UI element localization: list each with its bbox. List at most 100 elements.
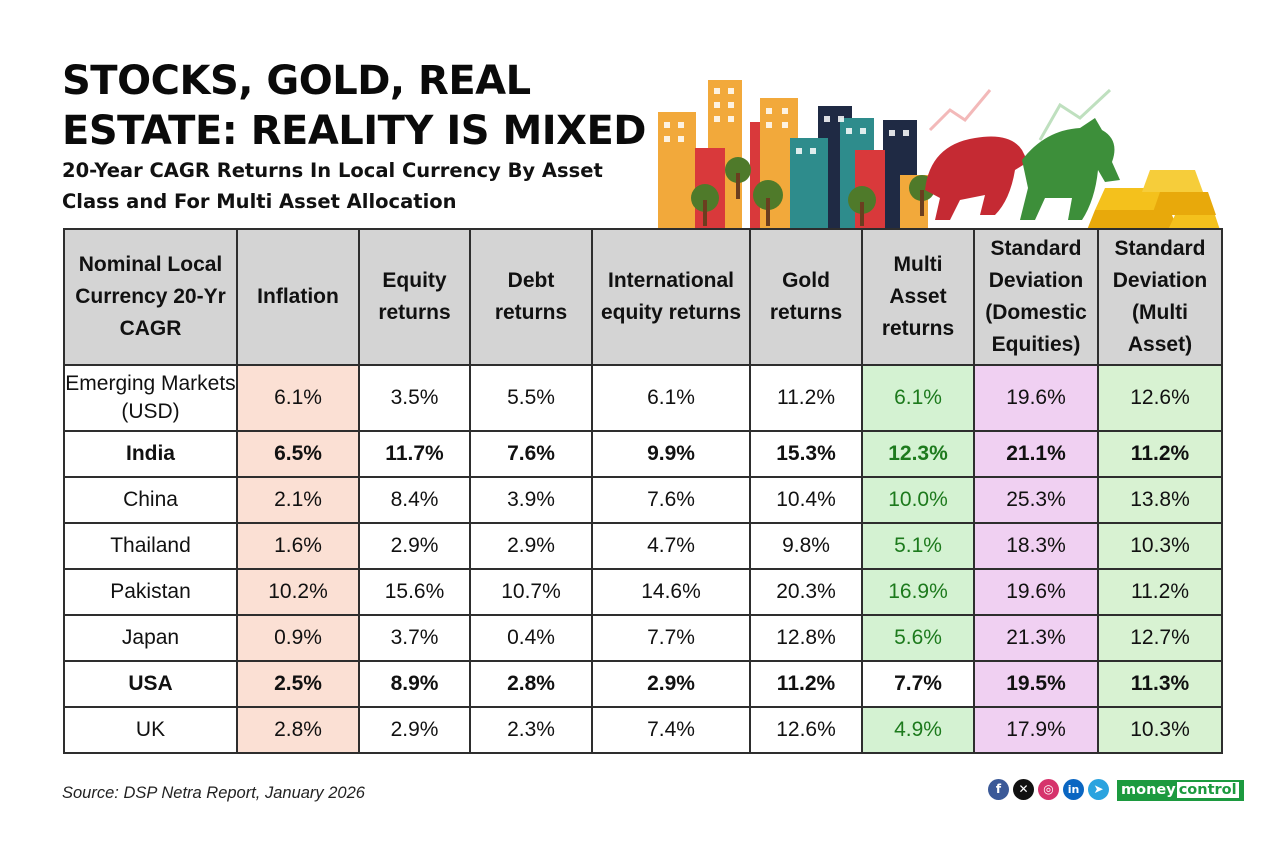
- cell-country: Emerging Markets (USD): [63, 364, 238, 432]
- cell-equity: 8.9%: [358, 660, 471, 708]
- cell-debt: 3.9%: [469, 476, 593, 524]
- cell-gold: 9.8%: [749, 522, 863, 570]
- cell-sd-domestic: 19.5%: [973, 660, 1099, 708]
- city-bull-bear-illustration: [658, 80, 1220, 230]
- cell-gold: 20.3%: [749, 568, 863, 616]
- cell-multi-asset: 5.6%: [861, 614, 975, 662]
- cell-sd-domestic: 21.1%: [973, 430, 1099, 478]
- col-header-multi-asset: Multi Asset returns: [861, 228, 975, 366]
- table-body: Emerging Markets (USD) 6.1% 3.5% 5.5% 6.1% 11…: [63, 364, 1223, 754]
- cell-debt: 2.8%: [469, 660, 593, 708]
- table-row: UK 2.8% 2.9% 2.3% 7.4% 12.6% 4.9% 17.9% 10.3%: [63, 706, 1223, 754]
- cell-intl-equity: 7.6%: [591, 476, 751, 524]
- cell-multi-asset: 7.7%: [861, 660, 975, 708]
- cell-sd-domestic: 17.9%: [973, 706, 1099, 754]
- cell-debt: 5.5%: [469, 364, 593, 432]
- cell-inflation: 6.1%: [236, 364, 360, 432]
- col-header-inflation: Inflation: [236, 228, 360, 366]
- table-row: Pakistan 10.2% 15.6% 10.7% 14.6% 20.3% 16.9% 19…: [63, 568, 1223, 616]
- cell-country: UK: [63, 706, 238, 754]
- cell-country: USA: [63, 660, 238, 708]
- cell-gold: 12.8%: [749, 614, 863, 662]
- facebook-icon[interactable]: f: [988, 779, 1009, 800]
- cell-multi-asset: 10.0%: [861, 476, 975, 524]
- cell-sd-domestic: 21.3%: [973, 614, 1099, 662]
- cell-country: India: [63, 430, 238, 478]
- cell-intl-equity: 4.7%: [591, 522, 751, 570]
- trend-arrows: [928, 88, 1112, 141]
- table-row: Emerging Markets (USD) 6.1% 3.5% 5.5% 6.1% 11…: [63, 364, 1223, 432]
- moneycontrol-logo: money control: [1117, 780, 1244, 801]
- returns-table: Nominal Local Currency 20-Yr CAGR Inflat…: [63, 228, 1223, 754]
- cell-intl-equity: 7.7%: [591, 614, 751, 662]
- table-row: India 6.5% 11.7% 7.6% 9.9% 15.3% 12.3% 21.1% 11.…: [63, 430, 1223, 478]
- cell-intl-equity: 2.9%: [591, 660, 751, 708]
- table-row: Japan 0.9% 3.7% 0.4% 7.7% 12.8% 5.6% 21.3% 12.7%: [63, 614, 1223, 662]
- cell-intl-equity: 6.1%: [591, 364, 751, 432]
- cell-multi-asset: 5.1%: [861, 522, 975, 570]
- cell-intl-equity: 9.9%: [591, 430, 751, 478]
- cell-inflation: 1.6%: [236, 522, 360, 570]
- cell-sd-multi: 11.3%: [1097, 660, 1223, 708]
- cell-equity: 15.6%: [358, 568, 471, 616]
- source-note: Source: DSP Netra Report, January 2026: [62, 784, 365, 802]
- cell-debt: 10.7%: [469, 568, 593, 616]
- social-links: f ✕ ◎ in ➤: [988, 779, 1109, 800]
- x-icon[interactable]: ✕: [1013, 779, 1034, 800]
- chart-title: STOCKS, GOLD, REAL ESTATE: REALITY IS MI…: [62, 58, 647, 154]
- cell-sd-domestic: 19.6%: [973, 364, 1099, 432]
- cell-intl-equity: 7.4%: [591, 706, 751, 754]
- cell-sd-domestic: 25.3%: [973, 476, 1099, 524]
- cell-sd-domestic: 19.6%: [973, 568, 1099, 616]
- cell-gold: 11.2%: [749, 364, 863, 432]
- cell-country: Thailand: [63, 522, 238, 570]
- table-row: USA 2.5% 8.9% 2.8% 2.9% 11.2% 7.7% 19.5% 11.3%: [63, 660, 1223, 708]
- cell-sd-multi: 11.2%: [1097, 430, 1223, 478]
- cell-sd-multi: 12.7%: [1097, 614, 1223, 662]
- bull-icon: [1020, 118, 1120, 220]
- cell-inflation: 6.5%: [236, 430, 360, 478]
- cell-equity: 2.9%: [358, 522, 471, 570]
- cell-sd-domestic: 18.3%: [973, 522, 1099, 570]
- cell-sd-multi: 13.8%: [1097, 476, 1223, 524]
- header-row: Nominal Local Currency 20-Yr CAGR Inflat…: [63, 228, 1223, 366]
- col-header-gold: Gold returns: [749, 228, 863, 366]
- col-header-sd-domestic: Standard Deviation (Domestic Equities): [973, 228, 1099, 366]
- cell-gold: 10.4%: [749, 476, 863, 524]
- table-row: China 2.1% 8.4% 3.9% 7.6% 10.4% 10.0% 25.3% 13.8…: [63, 476, 1223, 524]
- cell-debt: 2.9%: [469, 522, 593, 570]
- chart-subtitle: 20-Year CAGR Returns In Local Currency B…: [62, 159, 603, 213]
- cell-multi-asset: 16.9%: [861, 568, 975, 616]
- col-header-country: Nominal Local Currency 20-Yr CAGR: [63, 228, 238, 366]
- cell-multi-asset: 4.9%: [861, 706, 975, 754]
- cell-multi-asset: 6.1%: [861, 364, 975, 432]
- cell-country: Pakistan: [63, 568, 238, 616]
- cell-equity: 11.7%: [358, 430, 471, 478]
- cell-debt: 7.6%: [469, 430, 593, 478]
- cell-inflation: 2.1%: [236, 476, 360, 524]
- cell-country: Japan: [63, 614, 238, 662]
- trees: [691, 157, 935, 226]
- skyline-buildings: [658, 80, 928, 230]
- cell-sd-multi: 12.6%: [1097, 364, 1223, 432]
- cell-equity: 2.9%: [358, 706, 471, 754]
- col-header-equity: Equity returns: [358, 228, 471, 366]
- cell-sd-multi: 11.2%: [1097, 568, 1223, 616]
- gold-bars: [1087, 170, 1220, 230]
- cell-gold: 12.6%: [749, 706, 863, 754]
- cell-sd-multi: 10.3%: [1097, 706, 1223, 754]
- col-header-debt: Debt returns: [469, 228, 593, 366]
- cell-gold: 11.2%: [749, 660, 863, 708]
- cell-inflation: 2.8%: [236, 706, 360, 754]
- instagram-icon[interactable]: ◎: [1038, 779, 1059, 800]
- cell-gold: 15.3%: [749, 430, 863, 478]
- telegram-icon[interactable]: ➤: [1088, 779, 1109, 800]
- bear-icon: [925, 136, 1028, 220]
- linkedin-icon[interactable]: in: [1063, 779, 1084, 800]
- table-row: Thailand 1.6% 2.9% 2.9% 4.7% 9.8% 5.1% 18.3% 10.…: [63, 522, 1223, 570]
- cell-equity: 3.7%: [358, 614, 471, 662]
- cell-inflation: 0.9%: [236, 614, 360, 662]
- cell-debt: 2.3%: [469, 706, 593, 754]
- cell-sd-multi: 10.3%: [1097, 522, 1223, 570]
- cell-country: China: [63, 476, 238, 524]
